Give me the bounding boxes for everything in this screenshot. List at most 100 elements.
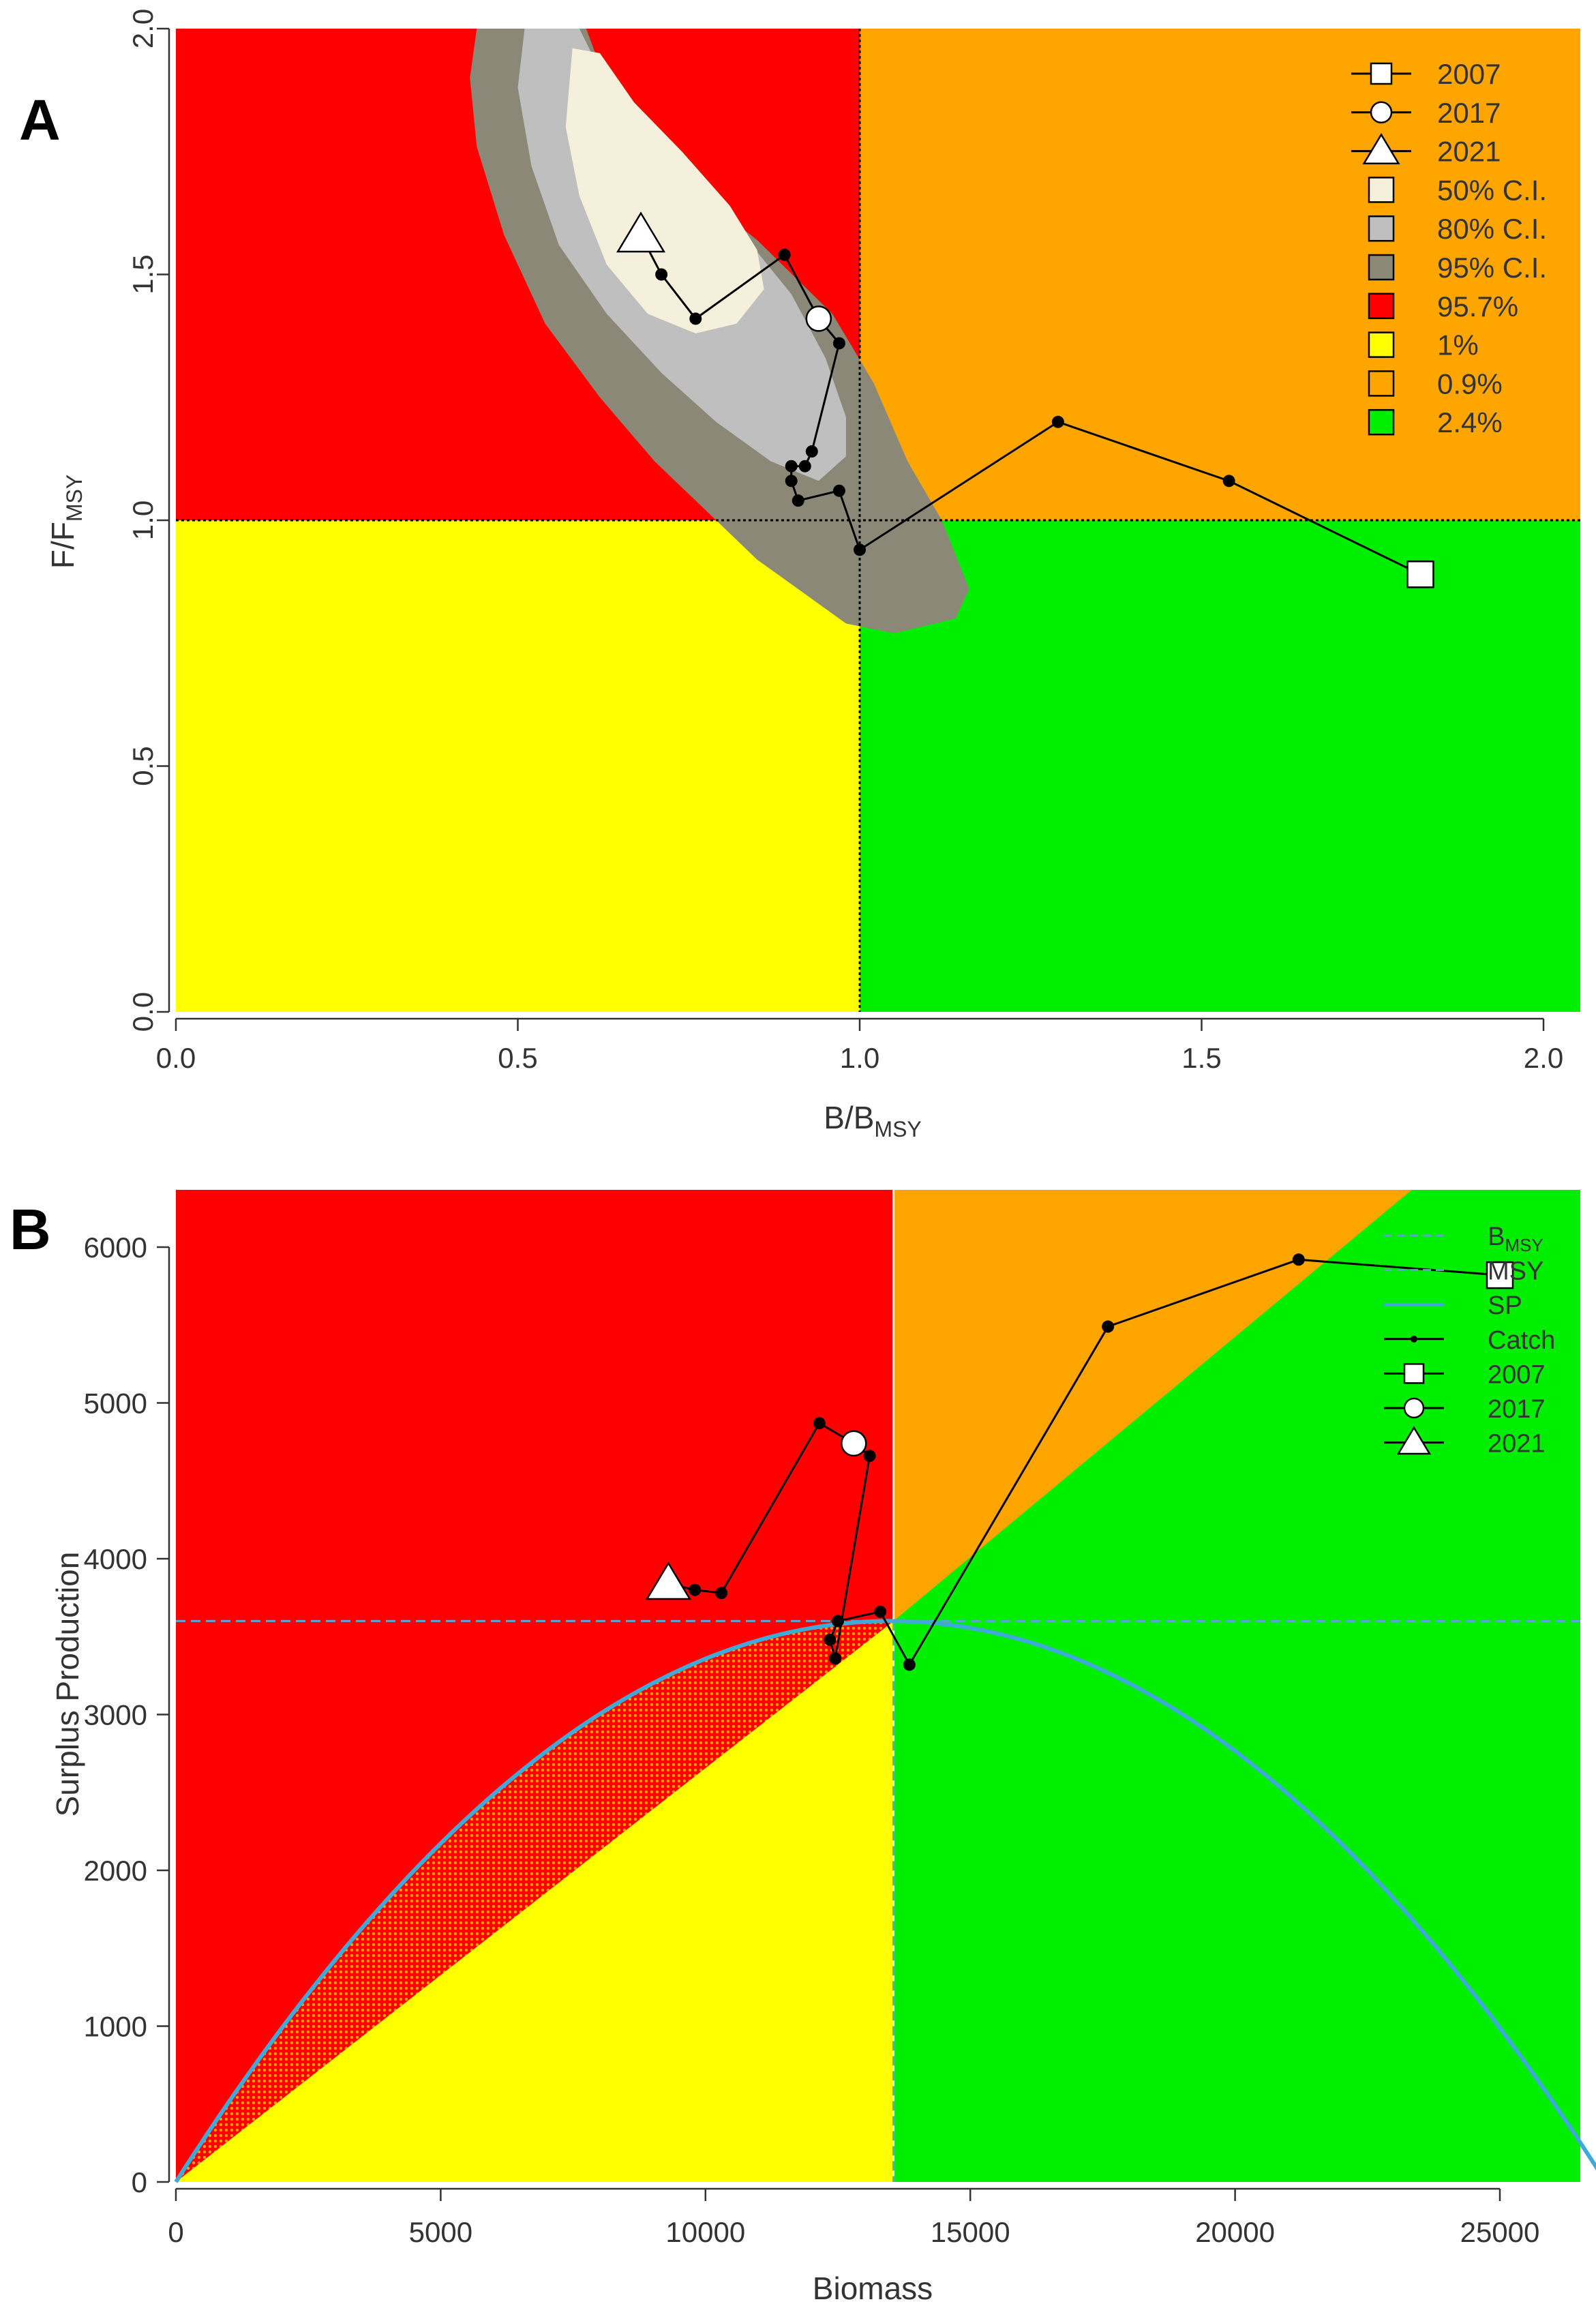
x-tick-label-b: 5000 [409,2216,472,2248]
marker-2007 [1486,1261,1514,1289]
legend-label-b: 2007 [1488,1360,1546,1389]
trajectory-point-9 [805,445,818,458]
panel-label-b: B [10,1197,51,1261]
trajectory-point-2 [1051,415,1064,428]
trajectory-point-12 [778,248,791,261]
legend-marker-b-6 [1396,1426,1432,1455]
catch-point-4 [874,1605,887,1618]
trajectory-point-7 [785,460,798,473]
x-tick-label-b: 20000 [1195,2216,1275,2248]
legend-label-main: 2021 [1488,1430,1546,1458]
trajectory-point-5 [792,494,804,507]
legend-label-b: MSY [1488,1257,1544,1286]
legend-label-main: Catch [1488,1326,1555,1355]
x-tick-label: 1.0 [840,1042,879,1074]
catch-point-5 [832,1615,844,1628]
y-tick-label: 1.5 [127,254,159,294]
x-axis-title-main: B/B [824,1100,874,1135]
legend-swatch-5 [1368,254,1395,281]
x-tick-label: 2.0 [1524,1042,1563,1074]
y-axis-title: F/FMSY [45,475,87,569]
catch-point-1 [1292,1253,1305,1266]
legend-label-main: SP [1488,1291,1522,1320]
x-tick-label-b: 15000 [931,2216,1010,2248]
y-tick-label-b: 3000 [84,1699,147,1731]
x-axis-title-sub: MSY [874,1117,921,1141]
legend-swatch-6 [1368,293,1395,320]
legend-swatch-7 [1368,331,1395,358]
quadrant-not-overfished-overfishing [860,29,1580,520]
legend-label: 2017 [1437,97,1501,129]
x-tick-label: 1.5 [1181,1042,1221,1074]
sp-curve [174,1619,1596,2183]
y-tick-label-b: 0 [132,2166,147,2198]
trajectory-point-13 [689,312,702,325]
y-tick-label-b: 4000 [84,1543,147,1575]
trajectory-line [639,235,1421,575]
catch-point-11 [715,1587,728,1600]
legend-label-main: 2017 [1488,1395,1546,1424]
marker-2017 [805,305,832,332]
y-tick-label-b: 5000 [84,1388,147,1420]
catch-point-3 [903,1658,916,1671]
x-tick-label-b: 0 [168,2216,183,2248]
legend-label: 2007 [1437,58,1501,90]
panel-label-a: A [19,88,61,152]
legend-label: 1% [1437,329,1479,361]
x-axis-title-b: Biomass [813,2271,933,2306]
legend-label-main: 2007 [1488,1360,1546,1389]
legend-label: 80% C.I. [1437,213,1547,245]
catch-point-8 [863,1450,876,1463]
ci50-region [565,48,764,334]
y-tick-label-b: 6000 [84,1231,147,1263]
legend-label: 95.7% [1437,290,1518,323]
y-tick-label: 0.0 [127,992,159,1032]
catch-point-7 [829,1652,842,1665]
x-tick-label: 0.5 [498,1042,537,1074]
legend-swatch-9 [1368,408,1395,436]
y-tick-label-b: 2000 [84,1855,147,1887]
confidence-regions [470,29,969,633]
quadrant-healthy [860,520,1580,1012]
legend-marker-1 [1370,101,1393,124]
legend-swatch-4 [1368,215,1395,242]
trajectory-point-8 [798,460,811,473]
trajectory-point-6 [785,475,798,488]
legend-label-b: Catch [1488,1326,1555,1355]
y-tick-label: 2.0 [127,9,159,48]
legend-label-b: SP [1488,1291,1522,1320]
kobe-plot-panel-a: 0.0 0.5 1.0 1.5 2.00.00.51.01.52.0B/BMSYF/FM… [19,9,1580,1141]
catch-line [668,1258,1501,1667]
catch-point-6 [824,1633,837,1646]
legend-label: 0.9% [1437,368,1503,400]
legend-label-main: MSY [1488,1257,1544,1286]
legend-marker-b-4 [1403,1363,1425,1384]
x-tick-label-b: 25000 [1460,2216,1540,2248]
quadrant-overfished-no-overfishing [176,520,860,1012]
y-tick-label-b: 1000 [84,2011,147,2043]
marker-2021 [616,211,666,253]
catch-point-2 [1102,1320,1115,1333]
y-tick-label: 0.5 [127,746,159,786]
legend-marker-b-5 [1403,1397,1425,1419]
x-axis-title: B/BMSY [824,1100,922,1141]
trajectory-point-4 [832,484,845,497]
region-orange [893,1190,1412,1621]
x-tick-label-b: 10000 [665,2216,745,2248]
marker-2007 [1406,560,1434,588]
legend-marker-2 [1362,133,1400,164]
legend-label-b: 2017 [1488,1395,1546,1424]
legend-swatch-3 [1368,177,1395,203]
y-tick-label: 1.0 [127,500,159,540]
y-axis-title-main: F/F [45,522,80,569]
legend-marker-b-3 [1411,1335,1417,1343]
y-axis-title-b: Surplus Production [50,1552,85,1817]
trajectory-point-3 [854,543,866,556]
legend-label: 50% C.I. [1437,174,1547,206]
legend-marker-0 [1370,62,1393,85]
x-tick-label: 0.0 [156,1042,196,1074]
trajectory-point-14 [655,268,668,281]
legend-label-b: 2021 [1488,1430,1546,1458]
y-axis-title-sub: MSY [62,475,87,522]
legend-swatch-8 [1368,370,1395,397]
